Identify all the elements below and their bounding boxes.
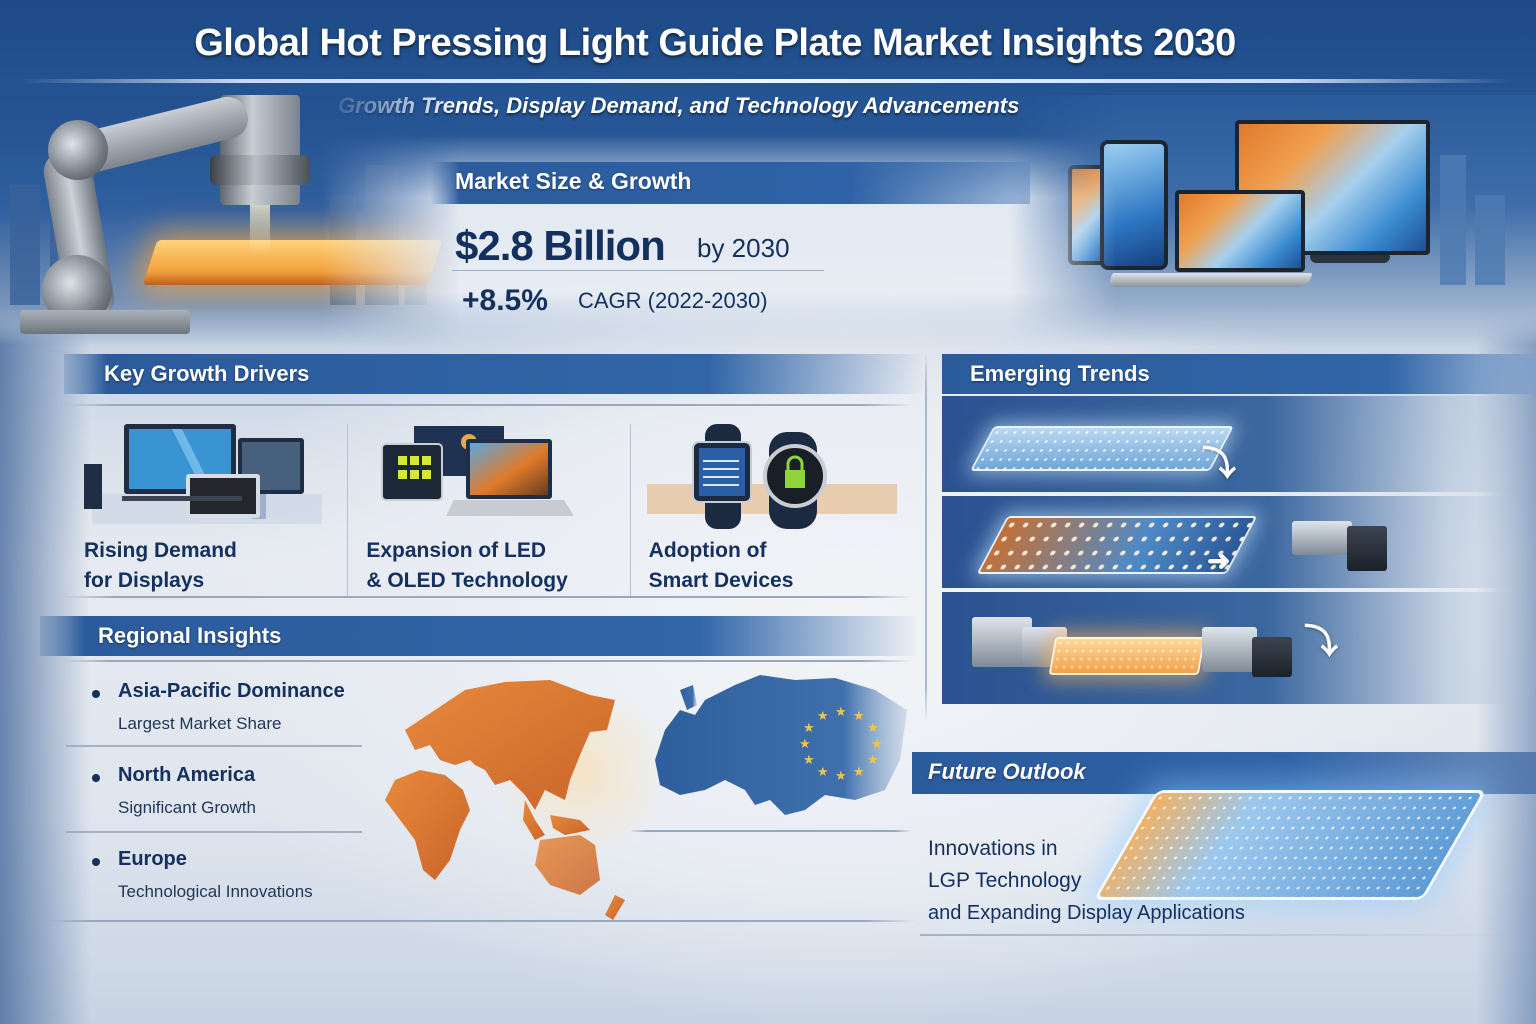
svg-text:★: ★ (867, 720, 879, 735)
future-divider (920, 934, 1536, 936)
region-title: North America (118, 764, 256, 786)
region-subtitle: Significant Growth (118, 798, 256, 817)
svg-text:★: ★ (835, 768, 847, 783)
hot-press-factory-icon (1048, 637, 1206, 675)
bullet-icon (92, 690, 100, 698)
display-devices-icon (84, 424, 322, 524)
driver-card-displays: Rising Demand for Displays (66, 424, 349, 596)
arrow-right-icon: ➜ (1207, 545, 1231, 576)
drivers-list: Rising Demand for Displays Expansion of … (66, 424, 912, 596)
trends-section-title: Emerging Trends (970, 361, 1150, 386)
regional-bottom-divider (36, 920, 916, 922)
region-item-europe: Europe Technological Innovations (90, 848, 365, 932)
laptop-icon (1175, 190, 1305, 272)
trend-panel-factory: ⤵ (942, 592, 1536, 704)
region-title: Europe (118, 848, 187, 870)
region-item-asia-pacific: Asia-Pacific Dominance Largest Market Sh… (66, 680, 365, 764)
display-devices-illustration (1010, 95, 1536, 345)
smartwatch-icon (646, 424, 897, 529)
future-line: Innovations in (928, 837, 1058, 860)
future-outlook-text: Innovations in LGP Technology and Expand… (928, 833, 1245, 929)
driver-label: Expansion of LED & OLED Technology (366, 539, 568, 592)
region-divider (66, 745, 362, 747)
page-title: Global Hot Pressing Light Guide Plate Ma… (194, 22, 1236, 64)
drivers-section-title: Key Growth Drivers (104, 361, 310, 386)
hot-press-robot-illustration (0, 95, 460, 345)
svg-text:★: ★ (853, 708, 865, 723)
eu-stars-icon: ★★ ★ ★ ★★★★ ★★★★ (799, 704, 883, 783)
europe-map: ★★ ★ ★ ★★★★ ★★★★ (655, 675, 907, 815)
svg-text:★: ★ (867, 752, 879, 767)
svg-text:★: ★ (853, 764, 865, 779)
trend-panel-lgp: ⤵ (942, 396, 1536, 492)
region-divider (66, 831, 362, 833)
future-section-title: Future Outlook (928, 759, 1086, 784)
bullet-icon (92, 774, 100, 782)
curved-arrow-icon: ⤵ (1304, 623, 1338, 661)
market-size-year: by 2030 (697, 233, 790, 263)
driver-card-led-oled: Expansion of LED & OLED Technology (348, 424, 631, 596)
region-subtitle: Largest Market Share (118, 714, 282, 733)
region-title: Asia-Pacific Dominance (118, 680, 345, 702)
smartphone-icon (1100, 140, 1168, 270)
market-size-value: $2.8 Billion (455, 222, 666, 269)
svg-text:★: ★ (817, 708, 829, 723)
driver-label: Rising Demand for Displays (84, 539, 237, 592)
svg-text:★: ★ (817, 764, 829, 779)
regional-section-title: Regional Insights (98, 623, 282, 648)
curved-arrow-icon: ⤵ (1202, 445, 1236, 483)
future-line: LGP Technology (928, 869, 1082, 892)
regional-section-header: Regional Insights (40, 616, 920, 656)
regional-top-divider (60, 660, 912, 662)
asia-pacific-map (385, 680, 625, 920)
left-vignette (0, 300, 90, 1024)
driver-label: Adoption of Smart Devices (648, 539, 794, 592)
regional-map-divider (630, 830, 912, 832)
market-section-header (430, 162, 1030, 204)
press-machine-icon (1292, 521, 1352, 555)
drivers-bottom-divider (64, 596, 912, 598)
market-section-title: Market Size & Growth (455, 168, 692, 194)
driver-card-smart-devices: Adoption of Smart Devices (631, 424, 912, 596)
trends-section-header: Emerging Trends (942, 354, 1536, 394)
title-divider (20, 79, 1510, 83)
region-item-north-america: North America Significant Growth (66, 764, 365, 848)
market-divider (452, 270, 824, 271)
region-list: Asia-Pacific Dominance Largest Market Sh… (66, 680, 365, 932)
light-guide-plate-icon (970, 426, 1234, 471)
future-line: and Expanding Display Applications (928, 902, 1245, 924)
column-divider (925, 352, 927, 722)
bullet-icon (92, 858, 100, 866)
drivers-section-header: Key Growth Drivers (64, 354, 924, 394)
svg-text:★: ★ (803, 752, 815, 767)
region-subtitle: Technological Innovations (118, 882, 313, 901)
future-section-header (912, 752, 1536, 794)
svg-text:★: ★ (871, 736, 883, 751)
trend-panel-microstructure: ➜ (942, 496, 1536, 588)
drivers-top-divider (64, 404, 912, 406)
led-chip-laptop-icon (381, 426, 575, 516)
svg-text:★: ★ (835, 704, 847, 719)
cagr-label: CAGR (2022-2030) (578, 288, 768, 313)
svg-text:★: ★ (799, 736, 811, 751)
svg-text:★: ★ (803, 720, 815, 735)
heated-plate-icon (142, 240, 443, 285)
cagr-value: +8.5% (462, 284, 548, 317)
